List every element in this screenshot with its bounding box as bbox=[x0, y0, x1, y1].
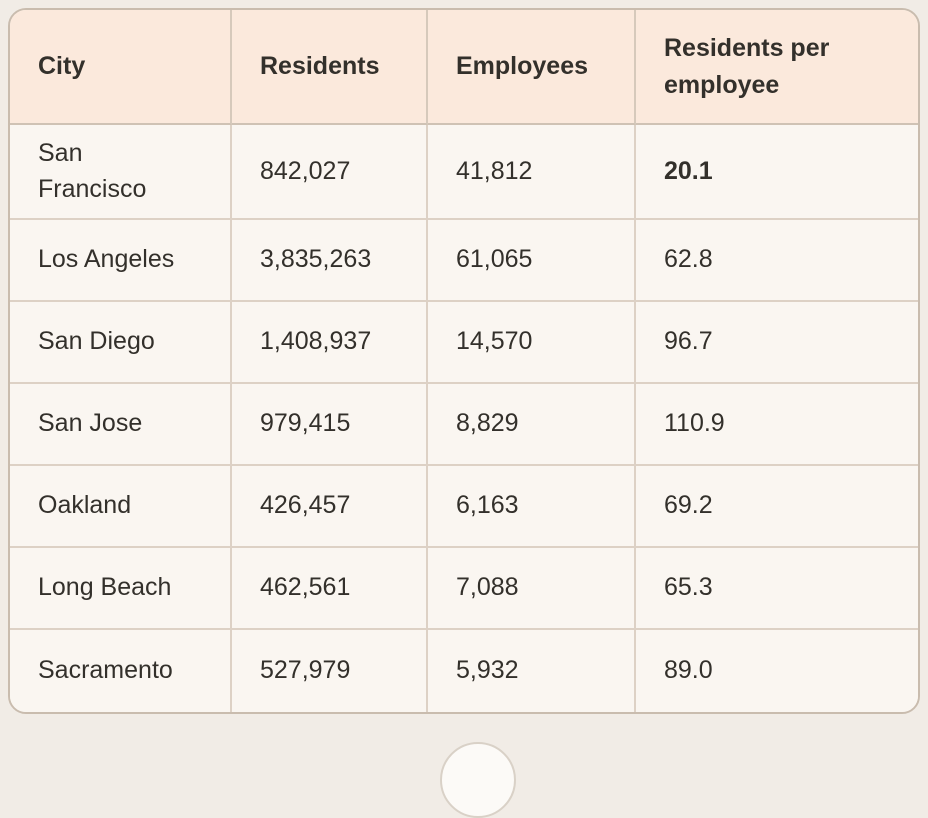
cell-ratio: 62.8 bbox=[636, 219, 918, 302]
table-row: Los Angeles 3,835,263 61,065 62.8 bbox=[10, 219, 918, 302]
table-body: San Francisco 842,027 41,812 20.1 Los Angele… bbox=[10, 125, 918, 712]
table-row: Oakland 426,457 6,163 69.2 bbox=[10, 465, 918, 548]
cell-employees: 61,065 bbox=[428, 219, 636, 302]
table-row: San Francisco 842,027 41,812 20.1 bbox=[10, 125, 918, 220]
cell-city: Long Beach bbox=[10, 547, 232, 630]
cell-employees: 5,932 bbox=[428, 629, 636, 712]
table-row: San Jose 979,415 8,829 110.9 bbox=[10, 383, 918, 466]
column-header-ratio: Residents per employee bbox=[636, 10, 918, 125]
cell-residents: 462,561 bbox=[232, 547, 428, 630]
cell-employees: 6,163 bbox=[428, 465, 636, 548]
cell-residents: 3,835,263 bbox=[232, 219, 428, 302]
cell-city: San Francisco bbox=[10, 125, 232, 220]
table-row: Sacramento 527,979 5,932 89.0 bbox=[10, 629, 918, 712]
cell-employees: 7,088 bbox=[428, 547, 636, 630]
cell-ratio: 69.2 bbox=[636, 465, 918, 548]
bottom-peek-button[interactable] bbox=[440, 742, 516, 818]
cell-residents: 1,408,937 bbox=[232, 301, 428, 384]
cell-city: Oakland bbox=[10, 465, 232, 548]
cell-residents: 426,457 bbox=[232, 465, 428, 548]
city-stats-table: City Residents Employees Residents per empl… bbox=[10, 10, 918, 712]
table-row: San Diego 1,408,937 14,570 96.7 bbox=[10, 301, 918, 384]
cell-employees: 14,570 bbox=[428, 301, 636, 384]
cell-city: San Jose bbox=[10, 383, 232, 466]
column-header-employees: Employees bbox=[428, 10, 636, 125]
cell-employees: 8,829 bbox=[428, 383, 636, 466]
cell-ratio: 110.9 bbox=[636, 383, 918, 466]
cell-employees: 41,812 bbox=[428, 125, 636, 220]
cell-residents: 979,415 bbox=[232, 383, 428, 466]
cell-ratio: 96.7 bbox=[636, 301, 918, 384]
cell-ratio: 65.3 bbox=[636, 547, 918, 630]
cell-city: San Diego bbox=[10, 301, 232, 384]
cell-city: Los Angeles bbox=[10, 219, 232, 302]
cell-residents: 842,027 bbox=[232, 125, 428, 220]
cell-ratio: 89.0 bbox=[636, 629, 918, 712]
header-row: City Residents Employees Residents per empl… bbox=[10, 10, 918, 125]
city-stats-card: City Residents Employees Residents per empl… bbox=[8, 8, 920, 714]
column-header-city: City bbox=[10, 10, 232, 125]
table-row: Long Beach 462,561 7,088 65.3 bbox=[10, 547, 918, 630]
cell-residents: 527,979 bbox=[232, 629, 428, 712]
column-header-residents: Residents bbox=[232, 10, 428, 125]
cell-ratio: 20.1 bbox=[636, 125, 918, 220]
cell-city: Sacramento bbox=[10, 629, 232, 712]
